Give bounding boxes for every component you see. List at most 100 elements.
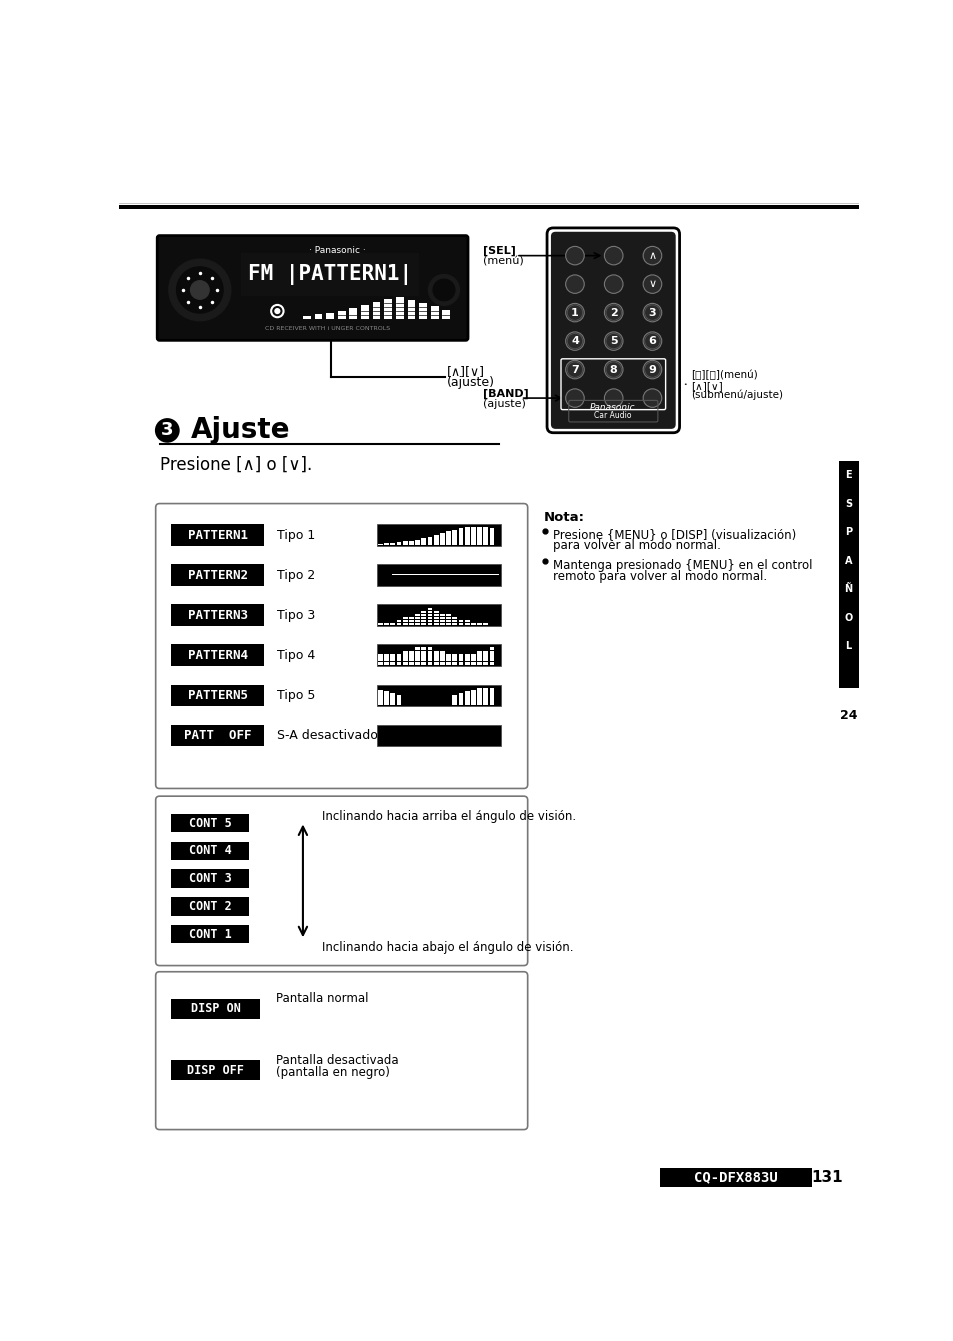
Bar	[376, 724, 500, 746]
Text: A: A	[844, 555, 851, 566]
Bar	[377, 658, 382, 661]
Bar	[418, 303, 427, 319]
Bar	[415, 654, 419, 657]
Bar	[476, 527, 481, 546]
Text: 5: 5	[609, 337, 617, 346]
Bar	[476, 574, 496, 575]
Bar	[452, 662, 456, 665]
Circle shape	[565, 361, 583, 378]
Text: (ajuste): (ajuste)	[447, 377, 495, 389]
Bar	[464, 620, 469, 622]
Bar	[476, 624, 481, 625]
Text: 131: 131	[811, 1169, 842, 1185]
Bar	[384, 654, 389, 657]
Bar	[458, 662, 463, 665]
Bar	[427, 614, 432, 616]
Bar	[446, 658, 451, 661]
Bar	[421, 624, 426, 625]
Bar	[171, 1061, 260, 1081]
Bar	[464, 662, 469, 665]
Text: 24: 24	[839, 709, 857, 721]
Text: 2: 2	[609, 307, 617, 318]
Text: DISP ON: DISP ON	[191, 1002, 240, 1015]
Text: CQ-DFX883U: CQ-DFX883U	[694, 1171, 778, 1184]
Text: Panasonic: Panasonic	[590, 402, 635, 412]
Text: Inclinando hacia abajo el ángulo de visión.: Inclinando hacia abajo el ángulo de visi…	[322, 941, 573, 955]
Circle shape	[642, 303, 661, 322]
Text: para volver al modo normal.: para volver al modo normal.	[553, 539, 720, 552]
Text: (menú): (menú)	[483, 256, 524, 267]
Bar	[439, 532, 444, 546]
Bar	[476, 654, 481, 657]
Text: Inclinando hacia arriba el ángulo de visión.: Inclinando hacia arriba el ángulo de vis…	[322, 810, 576, 823]
Bar	[483, 688, 488, 705]
Bar	[439, 620, 444, 622]
Circle shape	[604, 331, 622, 350]
Text: [〈][〉](menú): [〈][〉](menú)	[691, 370, 757, 381]
Bar	[171, 724, 264, 746]
Text: [BAND]: [BAND]	[483, 389, 529, 398]
Bar	[409, 620, 414, 622]
Text: 3: 3	[648, 307, 656, 318]
Bar	[376, 605, 500, 626]
Bar	[384, 299, 392, 319]
Bar	[446, 662, 451, 665]
Bar	[471, 689, 476, 705]
Bar	[409, 650, 414, 653]
Bar	[434, 620, 438, 622]
Bar	[464, 654, 469, 657]
Text: Ñ: Ñ	[843, 583, 852, 594]
Bar	[415, 650, 419, 653]
Bar	[452, 658, 456, 661]
Text: PATTERN1: PATTERN1	[188, 528, 248, 542]
Bar	[476, 688, 481, 705]
Bar	[446, 574, 471, 575]
Bar	[483, 662, 488, 665]
Bar	[446, 617, 451, 620]
Bar	[415, 624, 419, 625]
Bar	[464, 527, 469, 546]
Text: 3: 3	[161, 421, 173, 440]
Bar	[427, 662, 432, 665]
Bar	[489, 650, 494, 653]
Text: (pantalla en negro): (pantalla en negro)	[275, 1066, 389, 1080]
Bar	[384, 658, 389, 661]
Bar	[409, 658, 414, 661]
Bar	[476, 662, 481, 665]
Text: PATTERN3: PATTERN3	[188, 609, 248, 622]
Bar	[171, 524, 264, 546]
Bar	[464, 624, 469, 625]
Bar	[476, 650, 481, 653]
Bar	[427, 654, 432, 657]
Bar	[427, 646, 432, 650]
Circle shape	[565, 389, 583, 408]
Text: Presione [∧] o [∨].: Presione [∧] o [∨].	[159, 456, 312, 475]
Bar	[171, 842, 249, 860]
Bar	[471, 624, 476, 625]
Bar	[360, 304, 369, 319]
Bar	[446, 531, 451, 546]
FancyBboxPatch shape	[157, 236, 468, 341]
Bar	[171, 897, 249, 916]
Bar	[458, 654, 463, 657]
Bar	[483, 527, 488, 546]
Bar	[427, 610, 432, 613]
Text: CONT 5: CONT 5	[189, 817, 231, 830]
Bar	[659, 1168, 811, 1187]
Text: 1: 1	[571, 307, 578, 318]
Bar	[377, 543, 382, 546]
Bar	[409, 617, 414, 620]
Bar	[489, 658, 494, 661]
Bar	[421, 617, 426, 620]
Bar	[396, 695, 401, 705]
Circle shape	[565, 303, 583, 322]
Bar	[464, 692, 469, 705]
Bar	[415, 658, 419, 661]
Bar	[421, 662, 426, 665]
Bar	[452, 624, 456, 625]
Bar	[376, 565, 500, 586]
Bar	[434, 662, 438, 665]
Text: remoto para volver al modo normal.: remoto para volver al modo normal.	[553, 570, 766, 583]
Bar	[384, 692, 389, 705]
Bar	[452, 695, 456, 705]
